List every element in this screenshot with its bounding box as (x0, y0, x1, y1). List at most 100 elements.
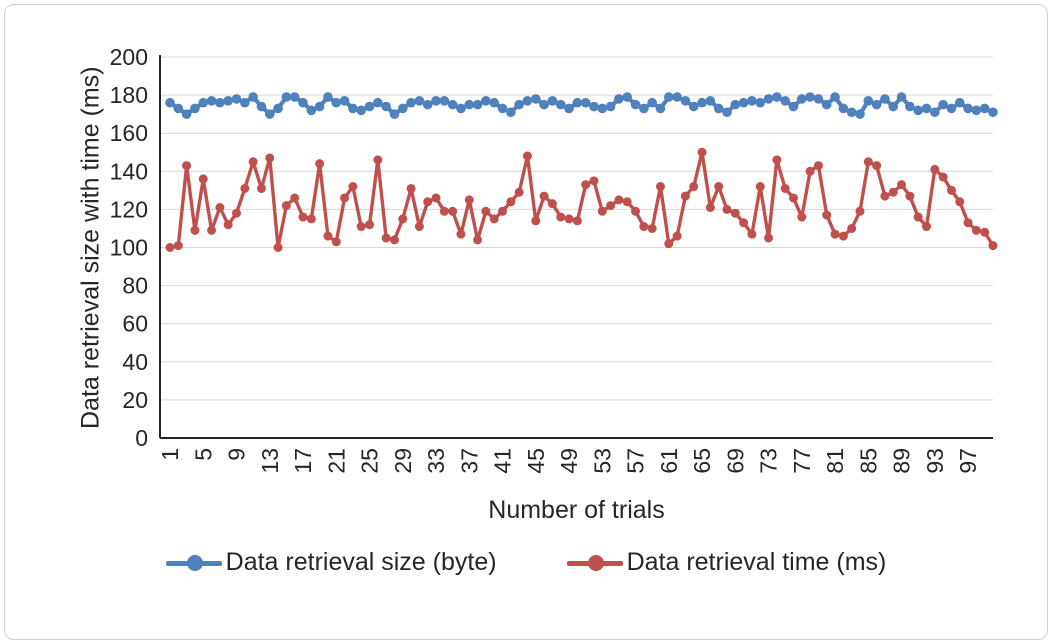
data-point (780, 96, 790, 106)
data-point (348, 182, 358, 192)
data-point (198, 174, 208, 184)
data-point (705, 202, 715, 212)
data-point (597, 103, 608, 114)
legend-label-time: Data retrieval time (ms) (626, 548, 887, 576)
data-point (697, 97, 707, 108)
data-point (547, 96, 558, 106)
x-axis-title: Number of trials (488, 496, 665, 524)
data-point (905, 191, 915, 201)
svg-text:0: 0 (135, 425, 148, 451)
data-point (772, 155, 782, 165)
data-point (240, 97, 250, 108)
data-point (580, 97, 591, 108)
data-point (846, 107, 857, 118)
data-point (273, 103, 283, 114)
data-point (464, 195, 474, 205)
data-point (431, 193, 441, 203)
data-point (306, 214, 316, 224)
data-point (431, 96, 441, 106)
data-point (464, 99, 475, 110)
data-point (365, 220, 375, 230)
size-series-dot-swatch (186, 554, 203, 571)
data-point (755, 182, 765, 192)
data-point (439, 206, 449, 216)
data-point (838, 231, 848, 241)
data-point (456, 229, 466, 239)
svg-text:49: 49 (556, 448, 582, 474)
data-point (630, 99, 641, 110)
data-point (281, 92, 292, 102)
data-point (622, 92, 633, 102)
data-point (822, 210, 832, 220)
data-point (207, 225, 217, 235)
data-point (406, 183, 416, 193)
data-point (955, 197, 965, 207)
data-point (639, 222, 649, 232)
x-tick-labels: 1 5 9 13 17 21 25 29 33 37 41 45 49 53 57 61 65 69 73 77 81 8… (157, 448, 981, 474)
data-point (481, 96, 491, 106)
data-point (714, 182, 724, 192)
data-point (863, 157, 873, 167)
data-point (256, 183, 266, 193)
data-point (639, 103, 649, 114)
data-point (497, 103, 508, 114)
svg-text:41: 41 (490, 448, 516, 474)
data-point (190, 225, 200, 235)
svg-text:45: 45 (523, 448, 549, 474)
svg-text:25: 25 (357, 448, 383, 474)
data-point (921, 103, 932, 114)
svg-text:37: 37 (456, 448, 482, 474)
data-point (688, 101, 699, 112)
svg-text:73: 73 (756, 448, 782, 474)
data-point (730, 99, 741, 110)
svg-text:100: 100 (110, 235, 148, 261)
data-point (913, 105, 923, 116)
data-point (963, 218, 973, 228)
data-point (805, 92, 815, 102)
data-point (655, 182, 665, 192)
data-point (406, 97, 416, 108)
data-point (813, 94, 824, 104)
legend-label-size: Data retrieval size (byte) (225, 548, 497, 576)
svg-text:53: 53 (589, 448, 615, 474)
svg-text:9: 9 (224, 448, 250, 461)
data-point (323, 231, 333, 241)
data-point (514, 99, 524, 110)
data-point (539, 99, 549, 110)
data-point (414, 222, 424, 232)
data-point (364, 101, 375, 112)
svg-text:85: 85 (855, 448, 881, 474)
time-series-dot-swatch (587, 554, 604, 571)
data-point (397, 103, 408, 114)
data-point (946, 185, 956, 195)
svg-text:180: 180 (110, 82, 148, 108)
data-point (855, 206, 865, 216)
data-point (240, 183, 250, 193)
data-point (930, 164, 940, 174)
data-point (215, 97, 225, 108)
data-point (373, 155, 383, 165)
data-point (223, 96, 233, 106)
data-point (722, 204, 732, 214)
data-point (248, 92, 258, 102)
data-point (805, 166, 815, 176)
data-point (306, 105, 317, 116)
data-point (555, 99, 566, 110)
svg-text:89: 89 (889, 448, 915, 474)
data-point (622, 197, 632, 207)
data-point (373, 97, 383, 108)
data-point (855, 109, 865, 119)
data-point (813, 161, 823, 171)
data-point (556, 212, 566, 222)
data-point (323, 92, 333, 102)
data-point (581, 180, 591, 190)
data-point (689, 182, 699, 192)
legend: Data retrieval size (byte) Data retrieva… (0, 548, 1052, 577)
svg-text:69: 69 (722, 448, 748, 474)
data-point (664, 239, 674, 249)
data-point (647, 223, 657, 233)
data-point (514, 187, 524, 197)
y-tick-labels: 0 20 40 60 80 100 120 140 160 180 200 (110, 44, 148, 451)
